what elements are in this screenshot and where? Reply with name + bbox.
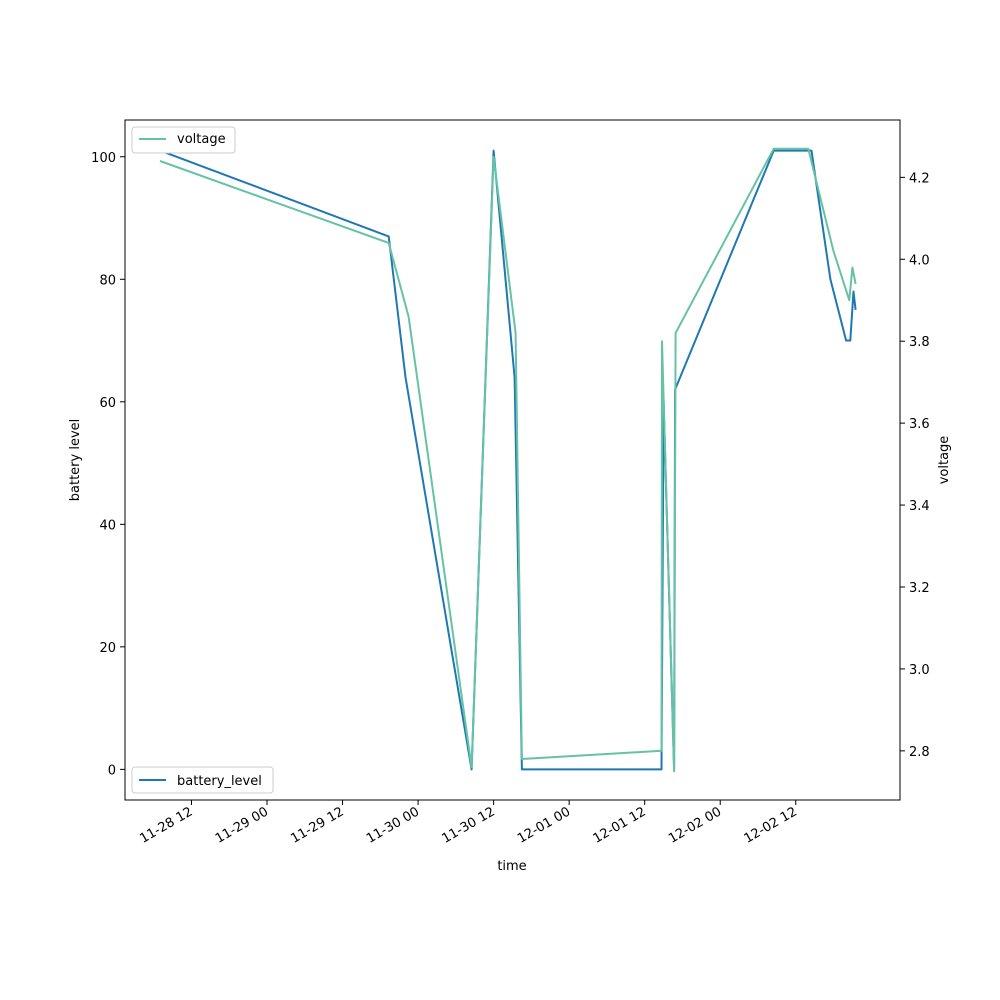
y-left-tick-label: 40 [99, 518, 116, 533]
x-axis-label: time [497, 859, 526, 874]
legend-battery-level: battery_level [131, 766, 274, 794]
series-layer [159, 147, 857, 773]
y-left-tick-label: 0 [108, 763, 116, 778]
y-right-tick-label: 3.2 [909, 581, 930, 596]
y-right-tick-label: 4.0 [909, 253, 930, 268]
legend-voltage-label: voltage [177, 132, 226, 147]
legend-battery-level-box [131, 766, 274, 794]
legend-voltage-box [131, 126, 236, 154]
y-right-tick-label: 2.8 [909, 745, 930, 760]
y-left-tick-label: 20 [99, 641, 116, 656]
y-right-tick-label: 3.4 [909, 499, 930, 514]
y-axis-right: 2.8 3.0 3.2 3.4 3.6 3.8 4.0 4.2 [900, 171, 930, 760]
series-line-voltage [159, 147, 857, 773]
y-axis-left-label: battery level [68, 419, 83, 502]
y-right-tick-label: 4.2 [909, 171, 930, 186]
y-left-tick-label: 80 [99, 273, 116, 288]
y-right-tick-label: 3.8 [909, 335, 930, 350]
legend-battery-level-label: battery_level [177, 774, 262, 789]
y-right-tick-label: 3.0 [909, 663, 930, 678]
y-left-tick-label: 100 [91, 151, 116, 166]
plot-frame [124, 119, 901, 801]
y-axis-left: 0 20 40 60 80 100 [91, 151, 125, 778]
legend-voltage: voltage [131, 126, 236, 154]
y-axis-right-label: voltage [937, 436, 952, 485]
y-right-tick-label: 3.6 [909, 417, 930, 432]
y-left-tick-label: 60 [99, 396, 116, 411]
